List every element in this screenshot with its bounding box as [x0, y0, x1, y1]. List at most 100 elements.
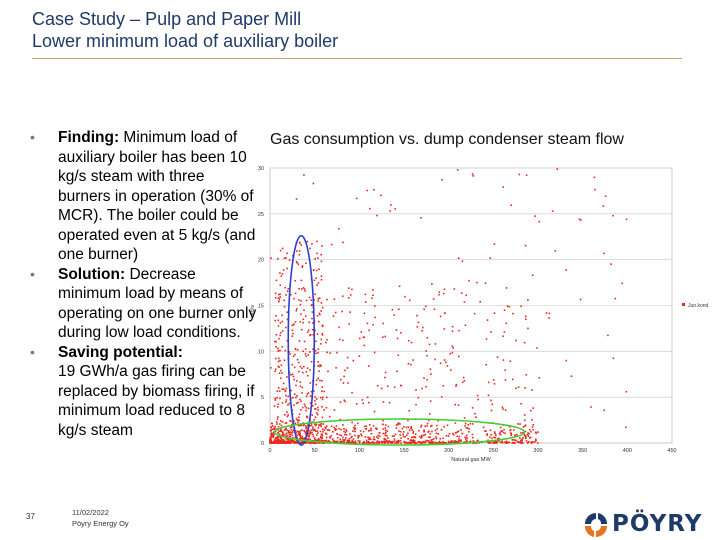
data-point	[523, 341, 526, 344]
data-point	[438, 293, 440, 296]
data-point	[384, 442, 386, 444]
data-point	[322, 423, 325, 425]
data-point	[525, 318, 527, 321]
data-point	[347, 442, 350, 444]
data-point	[310, 429, 312, 431]
data-point	[320, 310, 322, 312]
data-point	[312, 433, 314, 436]
data-point	[298, 432, 300, 435]
data-point	[305, 409, 307, 412]
data-point	[447, 435, 450, 437]
data-point	[519, 423, 521, 425]
data-point	[317, 360, 319, 363]
data-point	[317, 282, 320, 284]
data-point	[308, 321, 310, 324]
data-point	[534, 431, 537, 434]
data-point	[290, 429, 293, 431]
data-point	[548, 312, 551, 315]
data-point	[321, 428, 324, 431]
data-point	[320, 433, 323, 436]
data-point	[278, 293, 280, 296]
data-point	[280, 428, 282, 430]
data-point	[295, 198, 298, 200]
data-point	[305, 430, 308, 433]
data-point	[344, 431, 347, 434]
data-point	[280, 424, 283, 427]
data-point	[457, 355, 460, 358]
data-point	[284, 349, 287, 352]
data-point	[281, 273, 284, 275]
data-point	[412, 432, 414, 434]
data-point	[328, 436, 331, 438]
data-point	[386, 434, 388, 437]
data-point	[279, 293, 281, 296]
data-point	[289, 353, 291, 355]
data-point	[271, 433, 273, 436]
data-point	[293, 297, 295, 300]
data-point	[304, 405, 307, 407]
data-point	[284, 414, 286, 416]
data-point	[278, 390, 281, 392]
data-point	[426, 424, 428, 427]
data-point	[288, 259, 291, 261]
data-point	[274, 368, 277, 371]
data-point	[313, 390, 315, 392]
data-point	[516, 441, 519, 443]
data-point	[532, 424, 535, 426]
data-point	[428, 441, 430, 443]
data-point	[299, 303, 302, 306]
data-point	[504, 441, 506, 444]
data-point	[413, 436, 416, 439]
data-point	[269, 441, 272, 444]
data-point	[286, 290, 289, 293]
data-point	[456, 431, 459, 433]
data-point	[292, 441, 295, 444]
data-point	[434, 429, 437, 432]
data-point	[448, 432, 451, 435]
data-point	[291, 329, 294, 332]
data-point	[342, 382, 345, 384]
data-point	[370, 429, 372, 432]
data-point	[436, 424, 438, 427]
data-point	[298, 288, 300, 290]
data-point	[336, 433, 339, 435]
data-point	[415, 389, 417, 391]
data-point	[304, 315, 307, 317]
data-point	[490, 399, 492, 402]
data-point	[281, 314, 283, 317]
data-point	[326, 396, 328, 399]
data-point	[455, 440, 457, 443]
data-point	[335, 366, 337, 369]
data-point	[509, 425, 511, 428]
data-point	[427, 440, 430, 442]
data-point	[429, 432, 432, 435]
data-point	[434, 343, 437, 345]
data-point	[278, 430, 280, 433]
data-point	[436, 428, 438, 430]
data-point	[469, 440, 472, 443]
data-point	[404, 436, 406, 438]
footer-date: 11/02/2022	[72, 508, 109, 517]
data-point	[277, 403, 279, 406]
data-point	[417, 321, 420, 324]
data-point	[514, 434, 516, 436]
data-point	[412, 359, 414, 361]
data-point	[506, 441, 509, 444]
data-point	[295, 396, 297, 399]
data-point	[282, 269, 285, 271]
data-point	[289, 433, 292, 436]
data-point	[315, 269, 318, 272]
data-point	[301, 288, 303, 290]
data-point	[320, 364, 322, 367]
data-point	[468, 279, 470, 282]
data-point	[425, 439, 427, 442]
data-point	[432, 442, 435, 444]
data-point	[341, 310, 344, 313]
data-point	[351, 421, 353, 424]
data-point	[310, 442, 312, 444]
data-point	[321, 405, 323, 408]
data-point	[365, 428, 368, 430]
data-point	[387, 425, 390, 428]
data-point	[520, 442, 523, 444]
